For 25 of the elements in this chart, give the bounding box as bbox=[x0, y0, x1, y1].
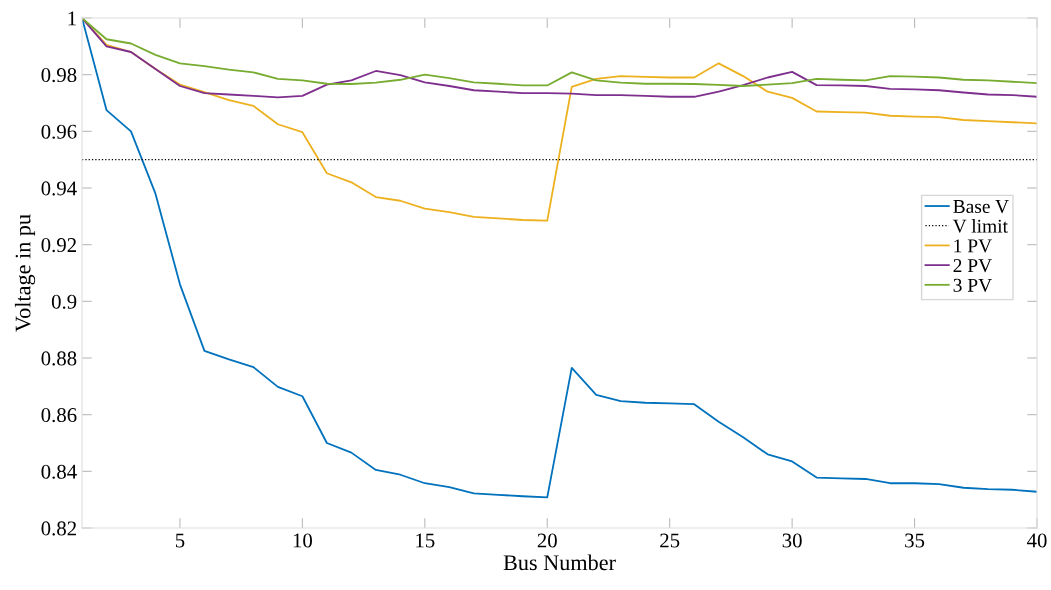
y-tick-label: 0.94 bbox=[41, 181, 77, 196]
y-tick-label: 0.98 bbox=[41, 68, 77, 83]
legend-label: Base V bbox=[953, 200, 1009, 214]
y-tick-label: 0.96 bbox=[41, 124, 77, 139]
x-tick-label: 10 bbox=[293, 533, 313, 548]
x-tick-label: 25 bbox=[660, 533, 680, 548]
x-tick-label: 35 bbox=[905, 533, 925, 548]
x-tick-label: 15 bbox=[416, 533, 435, 548]
x-tick-label: 5 bbox=[175, 533, 185, 548]
y-tick-label: 0.86 bbox=[41, 408, 77, 423]
x-tick-label: 30 bbox=[782, 533, 802, 548]
x-axis-title: Bus Number bbox=[503, 554, 616, 571]
y-tick-label: 1 bbox=[68, 11, 76, 26]
y-tick-label: 0.88 bbox=[41, 351, 77, 366]
legend-label: 2 PV bbox=[953, 259, 992, 273]
legend-label: V limit bbox=[952, 219, 1008, 233]
x-tick-label: 20 bbox=[537, 533, 557, 548]
y-tick-label: 0.84 bbox=[41, 464, 77, 479]
y-tick-label: 0.92 bbox=[41, 238, 76, 253]
y-tick-label: 0.9 bbox=[51, 294, 77, 309]
legend-label: 1 PV bbox=[954, 239, 992, 253]
x-tick-label: 40 bbox=[1026, 533, 1047, 548]
y-axis-title: Voltage in pu bbox=[14, 214, 36, 332]
y-tick-label: 0.82 bbox=[41, 521, 76, 536]
legend-label: 3 PV bbox=[953, 278, 992, 292]
